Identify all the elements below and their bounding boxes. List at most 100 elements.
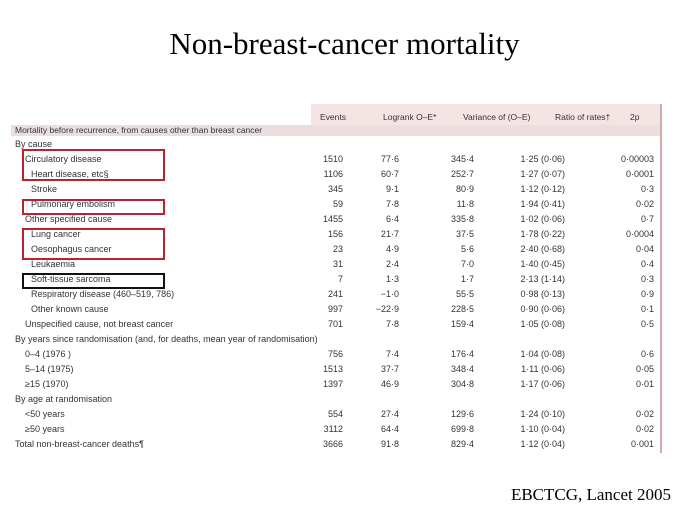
cell-events: 1513 (322, 364, 343, 374)
cell-events: 997 (327, 304, 343, 314)
cell-variance: 348·4 (450, 364, 474, 374)
cell-ratio: 1·40 (0·45) (520, 259, 565, 269)
cell-logrank: 6·4 (385, 214, 399, 224)
cell-logrank: 7·8 (385, 319, 399, 329)
slide-title: Non-breast-cancer mortality (169, 26, 520, 61)
row-label: ≥50 years (25, 424, 65, 434)
cell-logrank: 21·7 (380, 229, 399, 239)
cell-variance: 176·4 (450, 349, 474, 359)
cell-events: 31 (332, 259, 343, 269)
column-header-row: Events Logrank O–E* Variance of (O–E) Ra… (311, 104, 660, 125)
cell-ratio: 2·40 (0·68) (520, 244, 565, 254)
cell-events: 1397 (322, 379, 343, 389)
cell-logrank: 4·9 (385, 244, 399, 254)
cell-logrank: 1·3 (385, 274, 399, 284)
row-label: By cause (15, 139, 53, 149)
cell-ratio: 1·12 (0·12) (520, 184, 565, 194)
cell-logrank: 27·4 (380, 409, 399, 419)
cell-two-p: 0·4 (640, 259, 654, 269)
row-label: Other specified cause (25, 214, 113, 224)
cell-variance: 699·8 (450, 424, 474, 434)
highlight-box-pulmonary-embolism (22, 199, 165, 215)
column-header-events: Events (320, 112, 346, 122)
cell-two-p: 0·6 (640, 349, 654, 359)
cell-ratio: 1·10 (0·04) (520, 424, 565, 434)
cell-variance: 37·5 (455, 229, 474, 239)
table-row: Other specified cause 1455 6·4 335·8 1·02 (0… (11, 212, 660, 227)
row-label: By years since randomisation (and, for d… (15, 334, 318, 344)
cell-events: 756 (327, 349, 343, 359)
cell-variance: 252·7 (450, 169, 474, 179)
cell-two-p: 0·5 (640, 319, 654, 329)
column-header-variance: Variance of (O–E) (463, 112, 531, 122)
citation: EBCTCG, Lancet 2005 (510, 485, 671, 504)
row-label: 0–4 (1976 ) (25, 349, 72, 359)
cell-two-p: 0·0004 (625, 229, 654, 239)
highlight-box-lung-oesophagus (22, 228, 165, 260)
table-row: Unspecified cause, not breast cancer 701 7… (11, 317, 660, 332)
row-label: Circulatory disease (25, 154, 102, 164)
cell-events: 156 (327, 229, 343, 239)
cell-variance: 129·6 (450, 409, 474, 419)
cell-two-p: 0·3 (640, 274, 654, 284)
cell-two-p: 0·9 (640, 289, 654, 299)
cell-logrank: 46·9 (380, 379, 399, 389)
cell-logrank: 64·4 (380, 424, 399, 434)
row-label: 5–14 (1975) (25, 364, 74, 374)
cell-logrank: −22·9 (375, 304, 399, 314)
row-label: Stroke (31, 184, 58, 194)
table-title-row: Mortality before recurrence, from causes… (11, 125, 660, 136)
cell-two-p: 0·02 (635, 199, 654, 209)
row-label: Total non-breast-cancer deaths¶ (15, 439, 144, 449)
cell-ratio: 1·25 (0·06) (520, 154, 565, 164)
cell-logrank: 37·7 (380, 364, 399, 374)
cell-events: 345 (327, 184, 343, 194)
column-header-ratio: Ratio of rates† (555, 112, 611, 122)
cell-ratio: 1·02 (0·06) (520, 214, 565, 224)
cell-ratio: 1·05 (0·08) (520, 319, 565, 329)
cell-two-p: 0·02 (635, 409, 654, 419)
cell-ratio: 1·27 (0·07) (520, 169, 565, 179)
cell-two-p: 0·04 (635, 244, 654, 254)
cell-logrank: −1·0 (380, 289, 399, 299)
cell-logrank: 9·1 (385, 184, 399, 194)
cell-two-p: 0·0001 (625, 169, 654, 179)
cell-ratio: 1·94 (0·41) (520, 199, 565, 209)
cell-variance: 1·7 (460, 274, 474, 284)
cell-ratio: 1·17 (0·06) (520, 379, 565, 389)
table-border (660, 104, 662, 453)
table-row: Heart disease, etc§ 1106 60·7 252·7 1·27 (0·… (11, 167, 660, 182)
cell-two-p: 0·05 (635, 364, 654, 374)
table-row: Stroke 345 9·1 80·9 1·12 (0·12) 0·3 (11, 182, 660, 197)
table-title: Mortality before recurrence, from causes… (15, 125, 263, 135)
table-row: Leukaemia 31 2·4 7·0 1·40 (0·45) 0·4 (11, 257, 660, 272)
cell-events: 554 (327, 409, 343, 419)
cell-ratio: 1·04 (0·08) (520, 349, 565, 359)
table-row: By age at randomisation (11, 392, 660, 407)
cell-variance: 7·0 (460, 259, 474, 269)
cell-events: 3112 (323, 424, 343, 434)
cell-variance: 11·8 (456, 199, 474, 209)
cell-ratio: 1·24 (0·10) (520, 409, 565, 419)
cell-logrank: 7·8 (385, 199, 399, 209)
cell-events: 59 (332, 199, 343, 209)
cell-ratio: 0·98 (0·13) (520, 289, 565, 299)
cell-two-p: 0·00003 (620, 154, 654, 164)
cell-events: 1510 (322, 154, 343, 164)
row-label: Heart disease, etc§ (31, 169, 109, 179)
row-label: Unspecified cause, not breast cancer (25, 319, 174, 329)
cell-logrank: 2·4 (385, 259, 399, 269)
column-header-2p: 2p (630, 112, 640, 122)
cell-logrank: 91·8 (380, 439, 399, 449)
cell-events: 3666 (322, 439, 343, 449)
cell-logrank: 77·6 (380, 154, 399, 164)
table-row: ≥15 (1970) 1397 46·9 304·8 1·17 (0·06) 0·01 (11, 377, 660, 392)
cell-variance: 159·4 (450, 319, 474, 329)
table-row: By cause (11, 137, 660, 152)
table-row: ≥50 years 3112 64·4 699·8 1·10 (0·04) 0·02 (11, 422, 660, 437)
table-row: Respiratory disease (460–519, 786) 241 −1·… (11, 287, 660, 302)
cell-logrank: 7·4 (385, 349, 399, 359)
cell-two-p: 0·001 (630, 439, 654, 449)
cell-variance: 5·6 (460, 244, 474, 254)
cell-two-p: 0·01 (635, 379, 654, 389)
